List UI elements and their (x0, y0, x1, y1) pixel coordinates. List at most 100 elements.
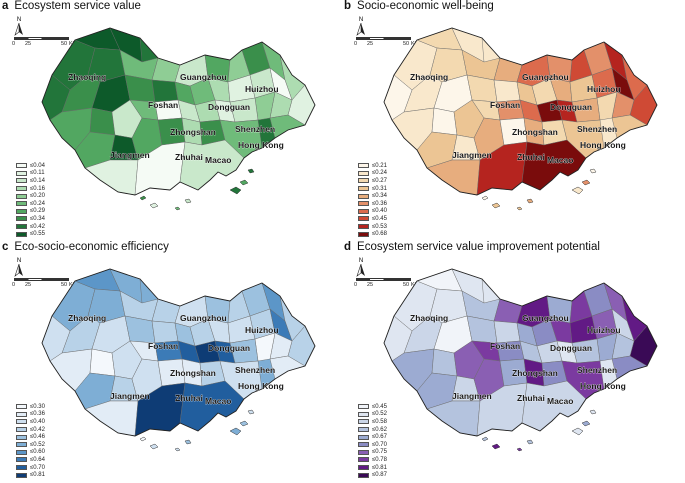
legend-label: ≤0.34 (372, 193, 387, 200)
island (174, 206, 181, 211)
north-label: N (16, 17, 22, 23)
city-label: Dongguan (550, 102, 592, 112)
city-label: Foshan (490, 341, 520, 351)
county-region (431, 348, 458, 377)
legend-item: ≤0.52 (358, 411, 387, 419)
legend-swatch (358, 178, 369, 184)
city-label: Huizhou (245, 325, 279, 335)
legend-label: ≤0.30 (30, 403, 45, 410)
legend-swatch (358, 193, 369, 199)
island (516, 206, 523, 211)
north-label: N (358, 17, 364, 23)
city-label: Guangzhou (180, 72, 227, 82)
legend-label: ≤0.27 (372, 177, 387, 184)
legend-label: ≤0.11 (30, 170, 45, 177)
legend-swatch (358, 170, 369, 176)
map-svg: Zhaoqing Guangzhou Huizhou Foshan Dongguan Zh… (383, 27, 658, 211)
city-label: Guangzhou (180, 313, 227, 323)
legend-label: ≤0.58 (372, 418, 387, 425)
city-label: Macao (547, 396, 573, 406)
city-label: Zhuhai (517, 152, 545, 162)
city-label: Shenzhen (577, 365, 617, 375)
legend-label: ≤0.52 (372, 411, 387, 418)
map-panel-c: c Eco-socio-economic efficiency N 0 25 50… (0, 241, 342, 482)
map-svg: Zhaoqing Guangzhou Huizhou Foshan Dongguan Zh… (41, 27, 316, 211)
north-arrow-icon: N (356, 258, 366, 282)
city-label: Zhuhai (517, 393, 545, 403)
city-label: Macao (547, 155, 573, 165)
county-region (84, 159, 139, 196)
legend: ≤0.21 ≤0.24 ≤0.27 ≤0.31 ≤0.34 ≤0.36 ≤0.40 ≤0.45… (358, 162, 387, 238)
scale-tick-25: 25 (367, 41, 374, 47)
scale-bar-graphic (356, 278, 411, 281)
island (571, 427, 584, 436)
legend-item: ≤0.31 (358, 185, 387, 193)
island (581, 420, 591, 427)
scale-tick-50: 50 (61, 41, 68, 47)
county-region (426, 400, 481, 437)
legend-label: ≤0.31 (372, 185, 387, 192)
city-label: Shenzhen (235, 365, 275, 375)
legend-item: ≤0.62 (358, 426, 387, 434)
legend-item: ≤0.11 (16, 170, 45, 178)
legend-label: ≤0.70 (30, 464, 45, 471)
county-region (89, 348, 116, 377)
legend-item: ≤0.46 (16, 433, 45, 441)
legend-swatch (358, 411, 369, 417)
legend-item: ≤0.34 (16, 215, 45, 223)
legend-item: ≤0.16 (16, 185, 45, 193)
island (229, 186, 242, 195)
legend-item: ≤0.36 (358, 200, 387, 208)
city-label: Hong Kong (580, 140, 626, 150)
island (516, 447, 523, 452)
city-label: Zhaoqing (410, 313, 448, 323)
legend-label: ≤0.60 (30, 449, 45, 456)
county-region (493, 79, 521, 103)
city-label: Jiangmen (452, 150, 492, 160)
legend-swatch (16, 178, 27, 184)
island (589, 409, 597, 415)
county-region (431, 107, 458, 136)
legend-item: ≤0.40 (16, 418, 45, 426)
north-label: N (16, 258, 22, 264)
panel-title-text: Eco-socio-economic efficiency (14, 241, 169, 253)
county-region (151, 79, 179, 103)
island (139, 195, 147, 201)
legend-item: ≤0.45 (358, 215, 387, 223)
island (491, 202, 501, 209)
city-label: Huizhou (587, 325, 621, 335)
panel-letter: a (2, 0, 9, 12)
legend-item: ≤0.42 (16, 426, 45, 434)
legend-swatch (16, 201, 27, 207)
legend-label: ≤0.14 (30, 177, 45, 184)
choropleth-map: Zhaoqing Guangzhou Huizhou Foshan Dongguan Zh… (30, 261, 340, 473)
legend-swatch (358, 231, 369, 237)
county-region (89, 107, 116, 136)
panel-title: d Ecosystem service value improvement pot… (344, 241, 600, 253)
legend-label: ≤0.20 (30, 193, 45, 200)
legend-swatch (358, 427, 369, 433)
city-label: Zhongshan (170, 127, 216, 137)
legend-swatch (358, 224, 369, 230)
legend-item: ≤0.70 (358, 441, 387, 449)
legend-label: ≤0.52 (30, 441, 45, 448)
island (589, 168, 597, 174)
legend-item: ≤0.21 (358, 162, 387, 170)
panel-title: c Eco-socio-economic efficiency (2, 241, 169, 253)
legend-item: ≤0.53 (358, 223, 387, 231)
scale-tick-25: 25 (25, 282, 32, 288)
city-label: Foshan (148, 100, 178, 110)
legend-item: ≤0.81 (358, 464, 387, 472)
city-label: Dongguan (208, 343, 250, 353)
north-arrow-shape-icon (356, 22, 365, 36)
legend-item: ≤0.55 (16, 230, 45, 238)
island (247, 409, 255, 415)
city-label: Jiangmen (452, 391, 492, 401)
city-label: Zhuhai (175, 393, 203, 403)
legend-item: ≤0.68 (358, 230, 387, 238)
legend-item: ≤0.24 (358, 170, 387, 178)
city-label: Jiangmen (110, 150, 150, 160)
scale-tick-25: 25 (25, 41, 32, 47)
